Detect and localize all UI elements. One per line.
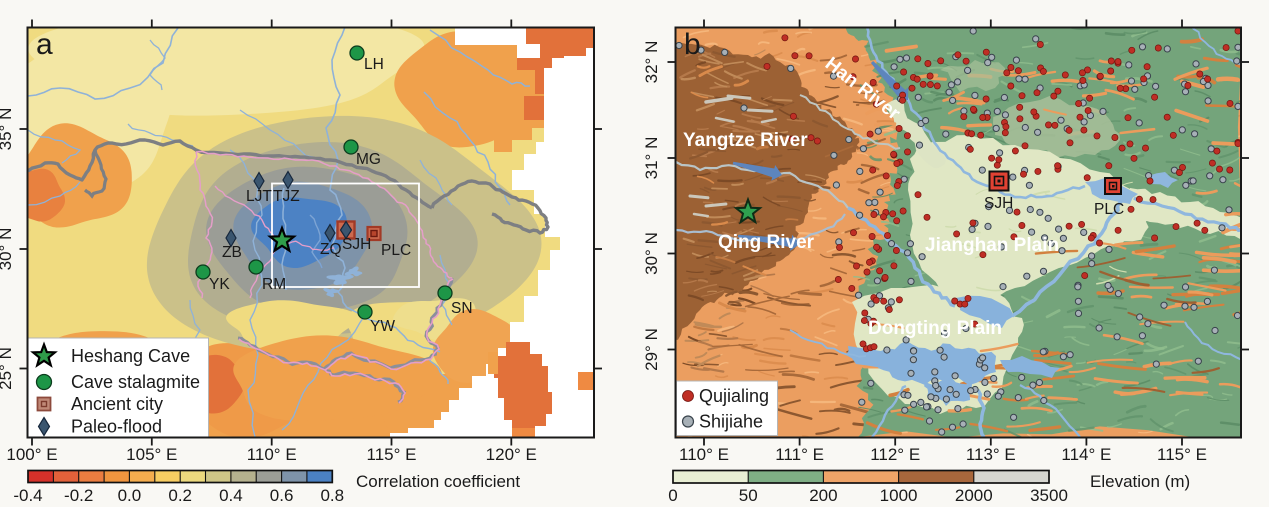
svg-text:0: 0	[668, 486, 677, 505]
svg-text:LH: LH	[364, 56, 384, 73]
svg-text:112° E: 112° E	[870, 445, 920, 464]
svg-text:Dongting Plain: Dongting Plain	[868, 318, 1002, 339]
svg-text:200: 200	[809, 486, 837, 505]
svg-text:0.0: 0.0	[118, 486, 142, 505]
svg-text:0.6: 0.6	[270, 486, 294, 505]
svg-text:SJH: SJH	[984, 195, 1013, 212]
svg-text:a: a	[36, 28, 53, 61]
svg-text:-0.4: -0.4	[13, 486, 42, 505]
svg-text:Jianghan Plain: Jianghan Plain	[925, 235, 1059, 256]
svg-text:SN: SN	[451, 300, 473, 317]
svg-text:3500: 3500	[1030, 486, 1068, 505]
svg-text:29° N: 29° N	[642, 328, 661, 371]
svg-text:0.2: 0.2	[168, 486, 192, 505]
svg-text:2000: 2000	[955, 486, 993, 505]
svg-text:YK: YK	[209, 276, 230, 293]
svg-text:25° N: 25° N	[0, 347, 15, 390]
svg-text:RM: RM	[262, 276, 286, 293]
svg-text:35° N: 35° N	[0, 108, 15, 151]
svg-text:ZQ: ZQ	[320, 241, 342, 258]
svg-text:b: b	[684, 28, 701, 61]
svg-text:0.8: 0.8	[320, 486, 344, 505]
svg-text:Correlation coefficient: Correlation coefficient	[356, 472, 520, 491]
svg-text:Elevation (m): Elevation (m)	[1090, 472, 1190, 491]
svg-text:113° E: 113° E	[966, 445, 1016, 464]
svg-text:MG: MG	[356, 151, 381, 168]
svg-text:120° E: 120° E	[486, 445, 537, 464]
svg-text:PLC: PLC	[381, 242, 411, 259]
svg-text:105° E: 105° E	[126, 445, 177, 464]
svg-text:Paleo-flood: Paleo-flood	[71, 417, 162, 437]
svg-text:ZB: ZB	[222, 244, 242, 261]
svg-text:Yangtze River: Yangtze River	[683, 130, 808, 151]
svg-text:Qing River: Qing River	[718, 232, 815, 253]
svg-text:YW: YW	[370, 318, 395, 335]
svg-text:Heshang Cave: Heshang Cave	[71, 346, 190, 366]
svg-text:32° N: 32° N	[642, 41, 661, 84]
svg-text:114° E: 114° E	[1061, 445, 1111, 464]
svg-text:LJT: LJT	[246, 188, 272, 205]
svg-text:100° E: 100° E	[6, 445, 57, 464]
svg-text:50: 50	[739, 486, 758, 505]
svg-text:Qujialing: Qujialing	[699, 386, 769, 406]
svg-text:31° N: 31° N	[642, 137, 661, 180]
svg-text:0.4: 0.4	[219, 486, 243, 505]
svg-text:PLC: PLC	[1094, 201, 1124, 218]
svg-text:1000: 1000	[880, 486, 918, 505]
svg-text:Ancient city: Ancient city	[71, 394, 163, 414]
svg-text:110° E: 110° E	[247, 445, 297, 464]
svg-text:-0.2: -0.2	[64, 486, 93, 505]
svg-text:30° N: 30° N	[642, 232, 661, 275]
svg-text:110° E: 110° E	[679, 445, 729, 464]
svg-text:30° N: 30° N	[0, 228, 15, 271]
svg-text:115° E: 115° E	[367, 445, 417, 464]
svg-text:111° E: 111° E	[775, 445, 824, 464]
svg-text:115° E: 115° E	[1157, 445, 1207, 464]
svg-text:Shijiahe: Shijiahe	[699, 412, 763, 432]
svg-text:SJH: SJH	[342, 236, 371, 253]
svg-text:TJZ: TJZ	[273, 188, 300, 205]
svg-text:Cave stalagmite: Cave stalagmite	[71, 372, 200, 392]
